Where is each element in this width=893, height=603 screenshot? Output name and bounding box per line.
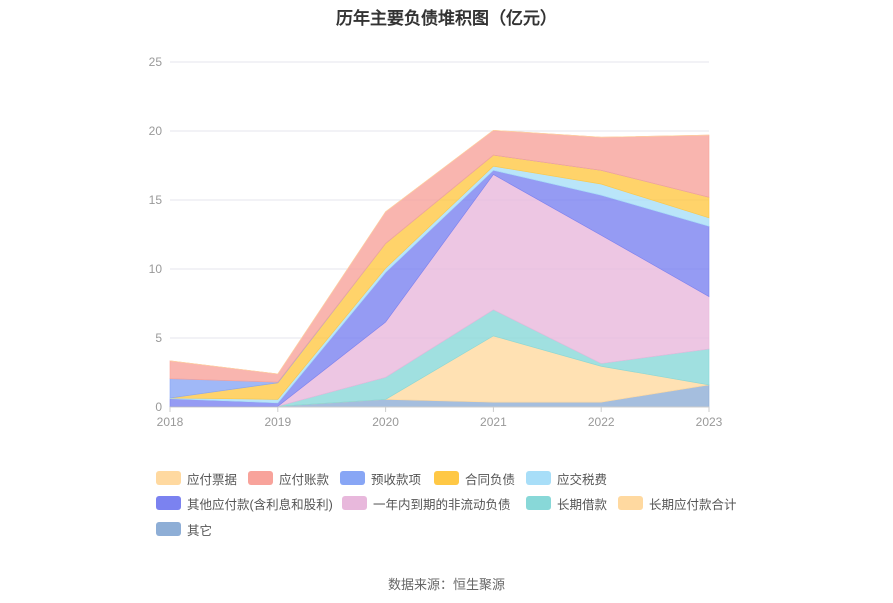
legend-item[interactable]: 其他应付款(含利息和股利): [156, 495, 333, 512]
legend-item[interactable]: 其它: [156, 521, 213, 538]
chart-title: 历年主要负债堆积图（亿元）: [336, 9, 557, 28]
legend-label: 一年内到期的非流动负债: [373, 497, 511, 512]
legend-item[interactable]: 应付账款: [248, 470, 330, 487]
legend-swatch: [156, 496, 181, 510]
y-tick-label: 20: [149, 124, 163, 138]
x-tick-label: 2020: [372, 415, 399, 429]
legend-swatch: [340, 471, 365, 485]
legend-label: 其他应付款(含利息和股利): [187, 497, 333, 512]
legend-swatch: [156, 471, 181, 485]
legend-label: 预收款项: [371, 472, 422, 487]
x-tick-label: 2022: [588, 415, 615, 429]
legend-item[interactable]: 长期借款: [526, 495, 608, 512]
legend-label: 其它: [187, 523, 213, 538]
legend-label: 长期应付款合计: [649, 497, 737, 512]
y-tick-label: 10: [149, 262, 163, 276]
legend-item[interactable]: 预收款项: [340, 470, 422, 487]
legend-swatch: [156, 522, 181, 536]
y-tick-label: 5: [155, 331, 162, 345]
legend-swatch: [434, 471, 459, 485]
legend-label: 应付票据: [187, 472, 238, 487]
y-tick-label: 15: [149, 193, 163, 207]
x-tick-label: 2023: [696, 415, 723, 429]
x-tick-label: 2021: [480, 415, 507, 429]
legend-label: 应交税费: [557, 472, 608, 487]
legend-swatch: [618, 496, 643, 510]
data-source: 数据来源：恒生聚源: [387, 577, 505, 592]
y-tick-label: 0: [155, 400, 162, 414]
legend-label: 长期借款: [557, 497, 608, 512]
area-series-9: [169, 129, 710, 375]
legend-label: 应付账款: [279, 472, 330, 487]
legend-item[interactable]: 应交税费: [526, 470, 608, 487]
stacked-area-chart: 0 5 10 15 20 25 2018 2019 2020 2021 2022 2023: [149, 55, 723, 429]
legend-swatch: [248, 471, 273, 485]
legend-item[interactable]: 应付票据: [156, 470, 238, 487]
legend-item[interactable]: 长期应付款合计: [618, 495, 737, 512]
x-tick-label: 2019: [264, 415, 291, 429]
legend-swatch: [526, 471, 551, 485]
legend-swatch: [526, 496, 551, 510]
legend-item[interactable]: 合同负债: [434, 470, 516, 487]
legend-item[interactable]: 一年内到期的非流动负债: [342, 495, 511, 512]
y-tick-label: 25: [149, 55, 163, 69]
legend-swatch: [342, 496, 367, 510]
legend-label: 合同负债: [465, 472, 516, 487]
x-tick-label: 2018: [157, 415, 184, 429]
